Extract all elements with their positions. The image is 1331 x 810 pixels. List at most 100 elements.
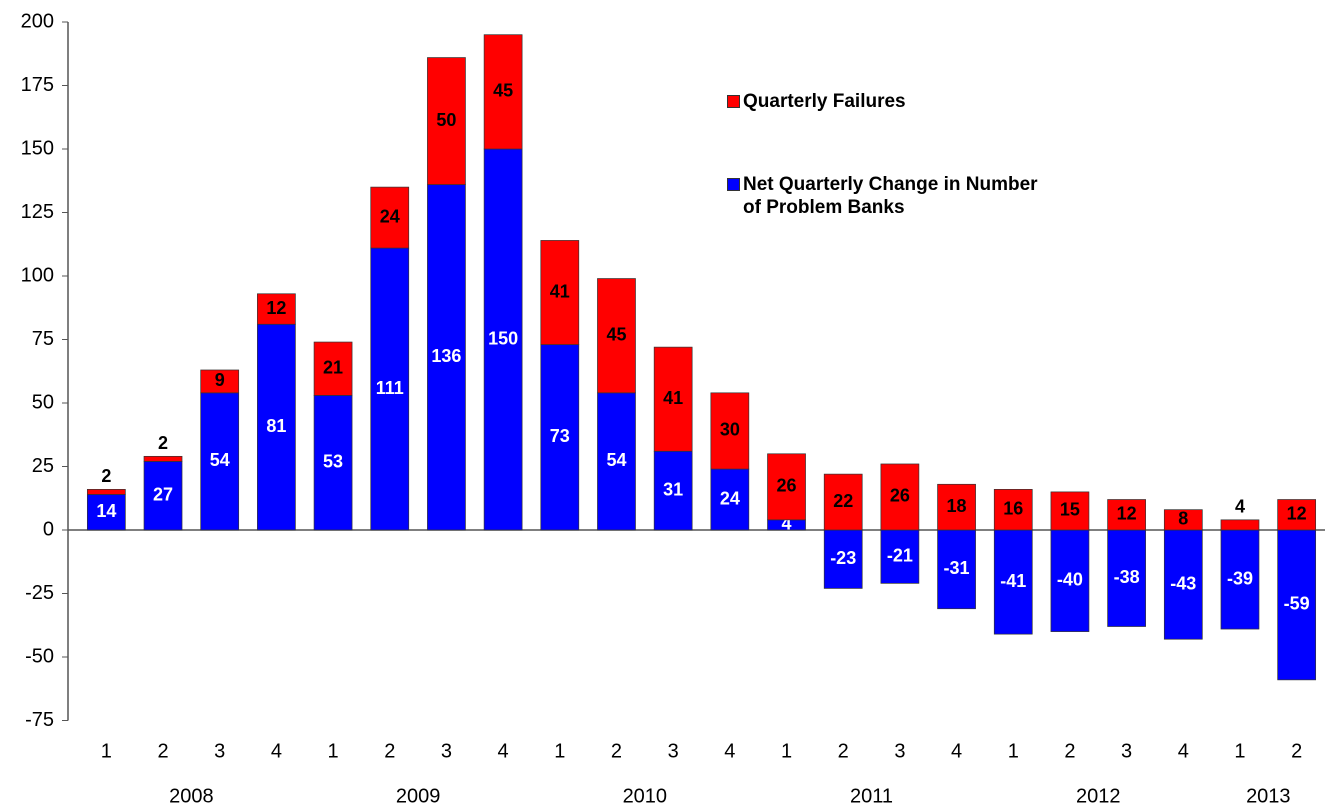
bar (1050, 491, 1090, 531)
bar (200, 392, 240, 531)
value-label: 50 (436, 110, 456, 130)
value-label: 111 (376, 378, 404, 398)
y-tick-label: 100 (21, 264, 54, 286)
bar (880, 463, 920, 531)
y-tick-label: 150 (21, 137, 54, 159)
value-label: 41 (550, 281, 570, 301)
value-label: -39 (1227, 568, 1253, 588)
bar (370, 247, 410, 531)
y-tick-label: 175 (21, 74, 54, 96)
x-tick-label: 2 (611, 740, 622, 762)
bar (313, 395, 353, 531)
value-label: 24 (380, 206, 400, 226)
value-label: 27 (153, 484, 173, 504)
bar (427, 184, 466, 531)
bar (1163, 529, 1203, 640)
value-label: 8 (1178, 509, 1188, 529)
year-label: 2011 (850, 785, 893, 807)
bar (1277, 529, 1317, 681)
bar (86, 494, 126, 531)
value-label: -40 (1057, 570, 1083, 590)
bar (710, 392, 750, 470)
x-tick-label: 4 (951, 740, 962, 762)
x-tick-label: 1 (101, 740, 112, 762)
x-tick-label: 4 (498, 740, 509, 762)
bar (200, 369, 240, 394)
value-label: 24 (720, 488, 740, 508)
bar (823, 473, 863, 531)
value-label: -21 (887, 545, 913, 565)
x-tick-label: 4 (1178, 740, 1189, 762)
y-tick-label: 125 (21, 201, 54, 223)
value-label: 12 (266, 298, 286, 318)
value-label: -31 (944, 558, 970, 578)
value-label: 4 (782, 514, 792, 534)
x-tick-label: 3 (668, 740, 679, 762)
bar (993, 529, 1033, 635)
y-tick-label: 25 (32, 455, 54, 477)
value-label: -23 (830, 548, 856, 568)
value-label: -38 (1114, 567, 1140, 587)
y-tick-label: 50 (32, 391, 54, 413)
value-label: 136 (431, 346, 461, 366)
value-label: 12 (1117, 504, 1137, 524)
value-label: 9 (215, 370, 225, 390)
x-tick-label: 2 (157, 740, 168, 762)
bar (483, 148, 523, 531)
bar (880, 529, 920, 584)
year-label: 2013 (1246, 785, 1291, 807)
value-label: 30 (720, 420, 740, 440)
value-label: 2 (158, 433, 168, 453)
bar (370, 186, 410, 249)
x-tick-label: 4 (271, 740, 282, 762)
value-label: 31 (663, 479, 683, 499)
legend-label: Net Quarterly Change in Number of Proble… (743, 174, 1038, 218)
value-label: 12 (1287, 504, 1307, 524)
value-label: 16 (1003, 498, 1023, 518)
x-tick-label: 2 (1291, 740, 1302, 762)
bar (483, 34, 523, 150)
y-tick-label: -25 (25, 582, 54, 604)
value-label: -41 (1000, 571, 1026, 591)
bar (1107, 499, 1146, 531)
y-tick-label: 0 (43, 518, 54, 540)
bar (937, 483, 976, 531)
x-tick-label: 3 (1121, 740, 1132, 762)
value-label: 45 (606, 324, 626, 344)
bar (86, 489, 126, 495)
x-tick-label: 1 (554, 740, 565, 762)
legend-swatch (727, 178, 740, 191)
x-tick-label: 3 (214, 740, 225, 762)
x-tick-label: 1 (781, 740, 792, 762)
value-label: 21 (323, 357, 343, 377)
bar (143, 455, 183, 462)
bar (597, 392, 636, 531)
value-label: 45 (493, 81, 513, 101)
bar (143, 461, 183, 531)
legend-swatch (727, 95, 740, 108)
bar (653, 450, 693, 531)
value-label: 18 (947, 496, 967, 516)
y-tick-label: -75 (25, 709, 54, 731)
bar (653, 346, 693, 452)
x-tick-label: 1 (1008, 740, 1019, 762)
value-label: 41 (663, 388, 683, 408)
bar (993, 489, 1033, 531)
value-label: 81 (266, 416, 286, 436)
x-tick-label: 1 (328, 740, 339, 762)
x-tick-label: 1 (1234, 740, 1245, 762)
bar (1050, 529, 1090, 632)
value-label: -43 (1170, 573, 1196, 593)
bar (823, 529, 863, 589)
bar (937, 529, 976, 610)
x-tick-label: 2 (1064, 740, 1075, 762)
bar (257, 293, 296, 325)
legend-label: Quarterly Failures (743, 91, 906, 112)
bar (257, 323, 296, 531)
x-tick-label: 2 (838, 740, 849, 762)
value-label: 26 (890, 486, 910, 506)
bar (1277, 499, 1317, 531)
bar (1163, 509, 1203, 531)
value-label: 22 (833, 491, 853, 511)
